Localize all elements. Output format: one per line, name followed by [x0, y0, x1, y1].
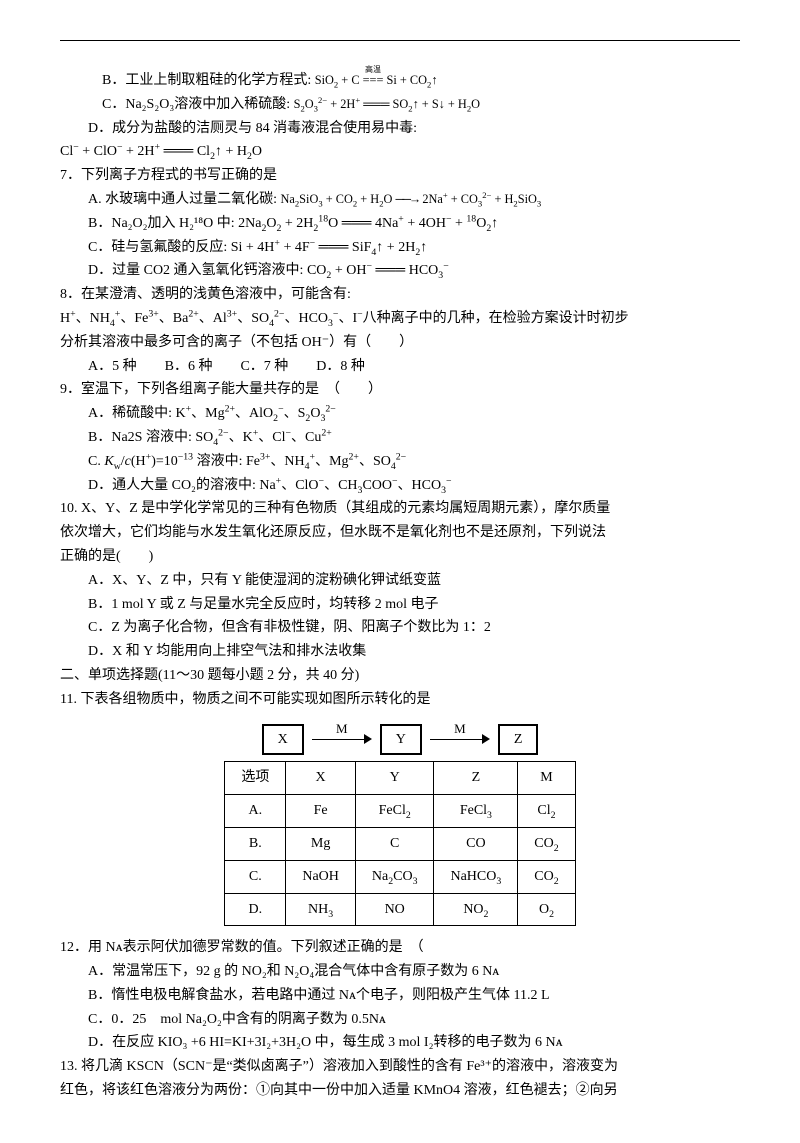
q7-stem: 7．下列离子方程式的书写正确的是 — [60, 164, 740, 188]
q10-opt-d: D．X 和 Y 均能用向上排空气法和排水法收集 — [60, 640, 740, 664]
q8-options: A．5 种 B．6 种 C．7 种 D．8 种 — [60, 355, 740, 379]
table-row: C. NaOH Na2CO3 NaHCO3 CO2 — [225, 860, 575, 893]
q6-opt-d: D．成分为盐酸的洁厕灵与 84 消毒液混合使用易中毒: — [60, 117, 740, 141]
q11-stem: 11. 下表各组物质中，物质之间不可能实现如图所示转化的是 — [60, 688, 740, 712]
table-row: D. NH3 NO NO2 O2 — [225, 893, 575, 926]
q7-b-eq: 2Na2O2 + 2H218O ═══ 4Na+ + 4OH− + 18O2↑ — [238, 216, 498, 231]
cell: NH3 — [286, 893, 356, 926]
cell: Cl2 — [518, 795, 575, 828]
q7-a-eq: Na2SiO3 + CO2 + H2O ──→ 2Na+ + CO32− + H… — [281, 192, 542, 206]
cell: CO2 — [518, 827, 575, 860]
cell: NaOH — [286, 860, 356, 893]
q9-b-text: B．Na2S 溶液中: — [88, 430, 192, 445]
q6-opt-b: B．工业上制取粗硅的化学方程式: SiO2 + C 高温=== Si + CO2… — [60, 69, 740, 93]
q8-stem-1: 8．在某澄清、透明的浅黄色溶液中，可能含有: — [60, 283, 740, 307]
q9-stem: 9．室温下，下列各组离子能大量共存的是 （ ） — [60, 378, 740, 402]
q9-opt-c: C. Kw/c(H+)=10−13 溶液中: Fe3+、NH4+、Mg2+、SO… — [60, 450, 740, 474]
q9-a-text: A．稀硫酸中: — [88, 406, 172, 421]
q10-opt-c: C．Z 为离子化合物，但含有非极性键，阴、阳离子个数比为 1：2 — [60, 616, 740, 640]
cell: A. — [225, 795, 286, 828]
flow-box-y: Y — [380, 724, 422, 756]
q9-c-ions: Kw/c(H+)=10−13 溶液中: Fe3+、NH4+、Mg2+、SO42− — [104, 454, 406, 469]
q6-d-text: D．成分为盐酸的洁厕灵与 84 消毒液混合使用易中毒: — [88, 121, 417, 136]
cell: B. — [225, 827, 286, 860]
q6-d-eq: Cl− + ClO− + 2H+ ═══ Cl2↑ + H2O — [60, 140, 740, 164]
q7-opt-a: A. 水玻璃中通人过量二氧化碳: Na2SiO3 + CO2 + H2O ──→… — [60, 188, 740, 212]
q6-opt-c: C．Na₂S₂O₃溶液中加入稀硫酸: S2O32− + 2H+ ═══ SO2↑… — [60, 93, 740, 117]
table-row: A. Fe FeCl2 FeCl3 Cl2 — [225, 795, 575, 828]
cell: NO — [355, 893, 434, 926]
th-y: Y — [355, 762, 434, 795]
flow-arrow-1: M — [312, 732, 372, 746]
q7-c-eq: Si + 4H+ + 4F− ═══ SiF4↑ + 2H2↑ — [231, 240, 427, 255]
cell: FeCl2 — [355, 795, 434, 828]
q13-stem-1: 13. 将几滴 KSCN（SCN⁻是“类似卤离子”）溶液加入到酸性的含有 Fe³… — [60, 1055, 740, 1079]
cell: C — [355, 827, 434, 860]
q8-ions: H+、NH4+、Fe3+、Ba2+、Al3+、SO42−、HCO3−、I− — [60, 311, 363, 326]
q7-c-text: C．硅与氢氟酸的反应: — [88, 240, 227, 255]
q9-d-text: D．通人大量 CO₂的溶液中: — [88, 478, 256, 493]
q9-opt-a: A．稀硫酸中: K+、Mg2+、AlO2−、S2O32− — [60, 402, 740, 426]
cell: C. — [225, 860, 286, 893]
cell: Na2CO3 — [355, 860, 434, 893]
cell: Mg — [286, 827, 356, 860]
cell: Fe — [286, 795, 356, 828]
q6-b-text: B．工业上制取粗硅的化学方程式: — [102, 73, 311, 88]
th-z: Z — [434, 762, 518, 795]
q10-stem-3: 正确的是( ) — [60, 545, 740, 569]
q9-opt-d: D．通人大量 CO₂的溶液中: Na+、ClO−、CH3COO−、HCO3− — [60, 474, 740, 498]
top-rule — [60, 40, 740, 41]
cell: NaHCO3 — [434, 860, 518, 893]
q7-opt-b: B．Na₂O₂加入 H₂¹⁸O 中: 2Na2O2 + 2H218O ═══ 4… — [60, 212, 740, 236]
q9-c-pre: C. — [88, 454, 101, 469]
th-m: M — [518, 762, 575, 795]
q12-opt-d: D．在反应 KIO₃ +6 HI=KI+3I₂+3H₂O 中，每生成 3 mol… — [60, 1031, 740, 1055]
q7-d-eq: CO2 + OH− ═══ HCO3− — [307, 263, 449, 278]
q9-a-ions: K+、Mg2+、AlO2−、S2O32− — [176, 406, 336, 421]
q10-stem-1: 10. X、Y、Z 是中学化学常见的三种有色物质（其组成的元素均属短周期元素），… — [60, 497, 740, 521]
flow-arrow-1-label: M — [336, 718, 348, 740]
section-2-header: 二、单项选择题(11～30 题每小题 2 分，共 40 分) — [60, 664, 740, 688]
cell: O2 — [518, 893, 575, 926]
flow-box-z: Z — [498, 724, 539, 756]
q7-opt-d: D．过量 CO2 通入氢氧化钙溶液中: CO2 + OH− ═══ HCO3− — [60, 259, 740, 283]
q11-flow-diagram: X M Y M Z — [60, 724, 740, 756]
q6-b-eq: SiO2 + C 高温=== Si + CO2↑ — [315, 73, 438, 87]
q9-b-ions: SO42−、K+、Cl−、Cu2+ — [195, 430, 331, 445]
table-header-row: 选项 X Y Z M — [225, 762, 575, 795]
cell: D. — [225, 893, 286, 926]
th-option: 选项 — [225, 762, 286, 795]
q12-opt-c: C．0．25 mol Na₂O₂中含有的阴离子数为 0.5Nᴀ — [60, 1008, 740, 1032]
cell: FeCl3 — [434, 795, 518, 828]
q7-a-text: A. 水玻璃中通人过量二氧化碳: — [88, 192, 277, 207]
q11-table: 选项 X Y Z M A. Fe FeCl2 FeCl3 Cl2 B. Mg C… — [224, 761, 575, 926]
cell: CO2 — [518, 860, 575, 893]
q8-stem-3: 分析其溶液中最多可含的离子（不包括 OH⁻）有（ ） — [60, 331, 740, 355]
q12-opt-a: A．常温常压下，92 g 的 NO₂和 N₂O₄混合气体中含有原子数为 6 Nᴀ — [60, 960, 740, 984]
q12-opt-b: B．惰性电极电解食盐水，若电路中通过 Nᴀ个电子，则阳极产生气体 11.2 L — [60, 984, 740, 1008]
flow-arrow-2-label: M — [454, 718, 466, 740]
q10-opt-b: B．1 mol Y 或 Z 与足量水完全反应时，均转移 2 mol 电子 — [60, 593, 740, 617]
q8-tail: 八种离子中的几种，在检验方案设计时初步 — [363, 311, 629, 326]
q9-d-ions: Na+、ClO−、CH3COO−、HCO3− — [259, 478, 451, 493]
q7-opt-c: C．硅与氢氟酸的反应: Si + 4H+ + 4F− ═══ SiF4↑ + 2… — [60, 236, 740, 260]
q13-stem-2: 红色，将该红色溶液分为两份：①向其中一份中加入适量 KMnO4 溶液，红色褪去；… — [60, 1079, 740, 1103]
q10-opt-a: A．X、Y、Z 中，只有 Y 能使湿润的淀粉碘化钾试纸变蓝 — [60, 569, 740, 593]
cell: CO — [434, 827, 518, 860]
table-row: B. Mg C CO CO2 — [225, 827, 575, 860]
q6-c-text: C．Na₂S₂O₃溶液中加入稀硫酸: — [102, 97, 290, 112]
q12-stem: 12．用 Nᴀ表示阿伏加德罗常数的值。下列叙述正确的是 （ — [60, 936, 740, 960]
cell: NO2 — [434, 893, 518, 926]
flow-box-x: X — [262, 724, 304, 756]
q8-stem-2: H+、NH4+、Fe3+、Ba2+、Al3+、SO42−、HCO3−、I−八种离… — [60, 307, 740, 331]
flow-arrow-2: M — [430, 732, 490, 746]
th-x: X — [286, 762, 356, 795]
q7-b-text: B．Na₂O₂加入 H₂¹⁸O 中: — [88, 216, 235, 231]
q10-stem-2: 依次增大，它们均能与水发生氧化还原反应，但水既不是氧化剂也不是还原剂，下列说法 — [60, 521, 740, 545]
q6-c-eq: S2O32− + 2H+ ═══ SO2↑ + S↓ + H2O — [294, 97, 480, 111]
exam-page: B．工业上制取粗硅的化学方程式: SiO2 + C 高温=== Si + CO2… — [0, 0, 800, 1143]
q9-opt-b: B．Na2S 溶液中: SO42−、K+、Cl−、Cu2+ — [60, 426, 740, 450]
q7-d-text: D．过量 CO2 通入氢氧化钙溶液中: — [88, 263, 303, 278]
